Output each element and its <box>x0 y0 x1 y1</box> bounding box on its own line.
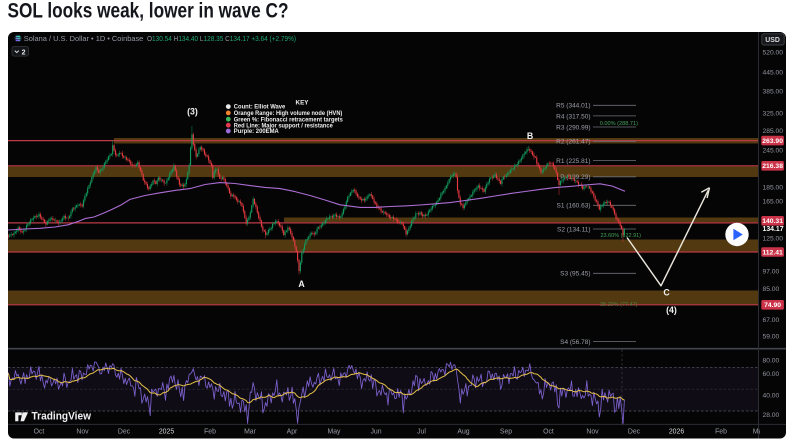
svg-text:Orange Range: High volume node: Orange Range: High volume node (HVN) <box>234 110 342 117</box>
svg-text:Jul: Jul <box>417 428 426 435</box>
svg-text:2025: 2025 <box>159 428 174 435</box>
svg-text:2026: 2026 <box>669 428 684 435</box>
svg-text:285.00: 285.00 <box>763 128 784 135</box>
svg-text:125.00: 125.00 <box>763 236 784 243</box>
svg-text:85.00: 85.00 <box>763 286 780 293</box>
svg-text:Count: Elliot Wave: Count: Elliot Wave <box>234 104 286 111</box>
svg-text:Ma: Ma <box>753 428 763 435</box>
svg-text:S4 (56.78): S4 (56.78) <box>560 339 590 346</box>
svg-text:Apr: Apr <box>287 428 298 435</box>
svg-text:74.90: 74.90 <box>764 302 781 309</box>
svg-text:R5 (344.01): R5 (344.01) <box>556 103 590 110</box>
svg-text:Red Line: Major support / resi: Red Line: Major support / resistance <box>234 122 333 129</box>
svg-text:Dec: Dec <box>628 428 641 435</box>
svg-text:(4): (4) <box>666 305 677 315</box>
svg-text:P (199.29): P (199.29) <box>560 174 590 181</box>
svg-text:2: 2 <box>22 49 26 56</box>
svg-text:40.00: 40.00 <box>763 392 780 399</box>
svg-text:USD: USD <box>765 37 780 44</box>
svg-text:59.00: 59.00 <box>763 334 780 341</box>
svg-text:Aug: Aug <box>457 428 469 435</box>
svg-text:134.17: 134.17 <box>763 226 784 233</box>
svg-text:28.00: 28.00 <box>763 412 780 419</box>
svg-text:KEY: KEY <box>296 100 310 107</box>
svg-text:C: C <box>663 287 670 297</box>
svg-text:80.00: 80.00 <box>763 358 780 365</box>
svg-text:0.00% (288.71): 0.00% (288.71) <box>600 121 638 127</box>
svg-text:520.00: 520.00 <box>763 50 784 57</box>
svg-text:SOL looks weak, lower in wave: SOL looks weak, lower in wave C? <box>8 0 289 23</box>
svg-text:97.00: 97.00 <box>763 269 780 276</box>
svg-text:Solana / U.S. Dollar • 1D • Co: Solana / U.S. Dollar • 1D • Coinbase <box>24 34 144 43</box>
svg-text:Nov: Nov <box>76 428 89 435</box>
svg-text:60.00: 60.00 <box>763 371 780 378</box>
svg-text:A: A <box>298 279 305 289</box>
svg-text:140.31: 140.31 <box>762 218 783 225</box>
svg-text:Oct: Oct <box>34 428 45 435</box>
svg-text:B: B <box>527 131 533 141</box>
svg-text:Oct: Oct <box>543 428 554 435</box>
svg-text:445.00: 445.00 <box>763 70 784 77</box>
svg-text:R2 (261.47): R2 (261.47) <box>556 139 590 146</box>
svg-text:165.00: 165.00 <box>763 198 784 205</box>
svg-text:Sep: Sep <box>500 428 512 435</box>
svg-text:Mar: Mar <box>244 428 257 435</box>
svg-text:R3 (290.99): R3 (290.99) <box>556 124 590 131</box>
svg-text:112.41: 112.41 <box>762 249 783 256</box>
svg-text:TradingView: TradingView <box>32 410 92 422</box>
svg-text:263.90: 263.90 <box>762 138 783 145</box>
svg-text:Purple: 200EMA: Purple: 200EMA <box>234 128 279 135</box>
svg-text:Dec: Dec <box>118 428 131 435</box>
svg-text:67.00: 67.00 <box>763 317 780 324</box>
svg-text:216.38: 216.38 <box>762 163 783 170</box>
svg-text:245.00: 245.00 <box>763 148 784 155</box>
svg-text:S1 (160.63): S1 (160.63) <box>557 203 591 210</box>
svg-text:185.00: 185.00 <box>763 184 784 191</box>
svg-text:(3): (3) <box>187 107 198 117</box>
svg-text:Feb: Feb <box>204 428 216 435</box>
svg-text:Green %: Fibonacci retracement: Green %: Fibonacci retracement targets <box>234 116 343 123</box>
svg-text:385.00: 385.00 <box>763 89 784 96</box>
svg-text:R4 (317.50): R4 (317.50) <box>556 113 590 120</box>
svg-text:325.00: 325.00 <box>763 111 784 118</box>
svg-text:38.20% (77.47): 38.20% (77.47) <box>600 302 638 308</box>
svg-text:S3 (95.45): S3 (95.45) <box>560 271 590 278</box>
svg-text:S2 (134.11): S2 (134.11) <box>557 226 590 233</box>
svg-text:Nov: Nov <box>586 428 599 435</box>
svg-text:May: May <box>327 428 341 435</box>
svg-text:O130.54 H134.40 L128.35 C134.1: O130.54 H134.40 L128.35 C134.17 +3.64 (+… <box>147 34 296 43</box>
svg-text:Jun: Jun <box>370 428 381 435</box>
svg-text:R1 (225.81): R1 (225.81) <box>556 158 590 165</box>
svg-text:Feb: Feb <box>715 428 727 435</box>
svg-text:23.60% (122.91): 23.60% (122.91) <box>601 233 642 239</box>
